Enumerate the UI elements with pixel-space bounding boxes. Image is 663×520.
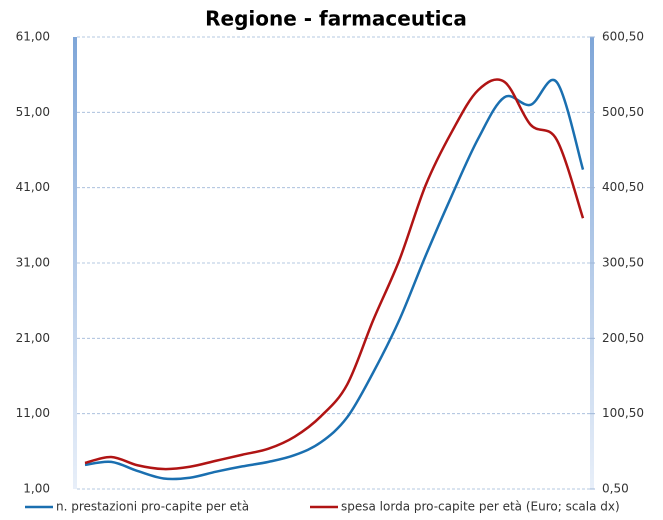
y-tick-label: 51,00 xyxy=(16,105,50,119)
y-tick-label: 61,00 xyxy=(16,30,50,44)
series-line xyxy=(84,78,585,471)
y2-tick-label: 600,50 xyxy=(602,30,644,44)
y-tick-label: 1,00 xyxy=(23,482,50,496)
chart-title: Regione - farmaceutica xyxy=(205,7,467,31)
y2-tick-label: 400,50 xyxy=(602,180,644,194)
y2-tick-label: 100,50 xyxy=(602,406,644,420)
series-line xyxy=(84,78,585,481)
y2-tick-label: 500,50 xyxy=(602,105,644,119)
y2-tick-label: 0,50 xyxy=(602,482,629,496)
y-tick-label: 41,00 xyxy=(16,180,50,194)
y-tick-label: 11,00 xyxy=(16,406,50,420)
y-tick-label: 31,00 xyxy=(16,256,50,270)
y2-tick-label: 200,50 xyxy=(602,331,644,345)
y-tick-label: 21,00 xyxy=(16,331,50,345)
left-axis-bar xyxy=(73,37,77,489)
legend-label: n. prestazioni pro-capite per età xyxy=(56,500,249,514)
legend-label: spesa lorda pro-capite per età (Euro; sc… xyxy=(341,500,620,514)
y2-tick-label: 300,50 xyxy=(602,256,644,270)
